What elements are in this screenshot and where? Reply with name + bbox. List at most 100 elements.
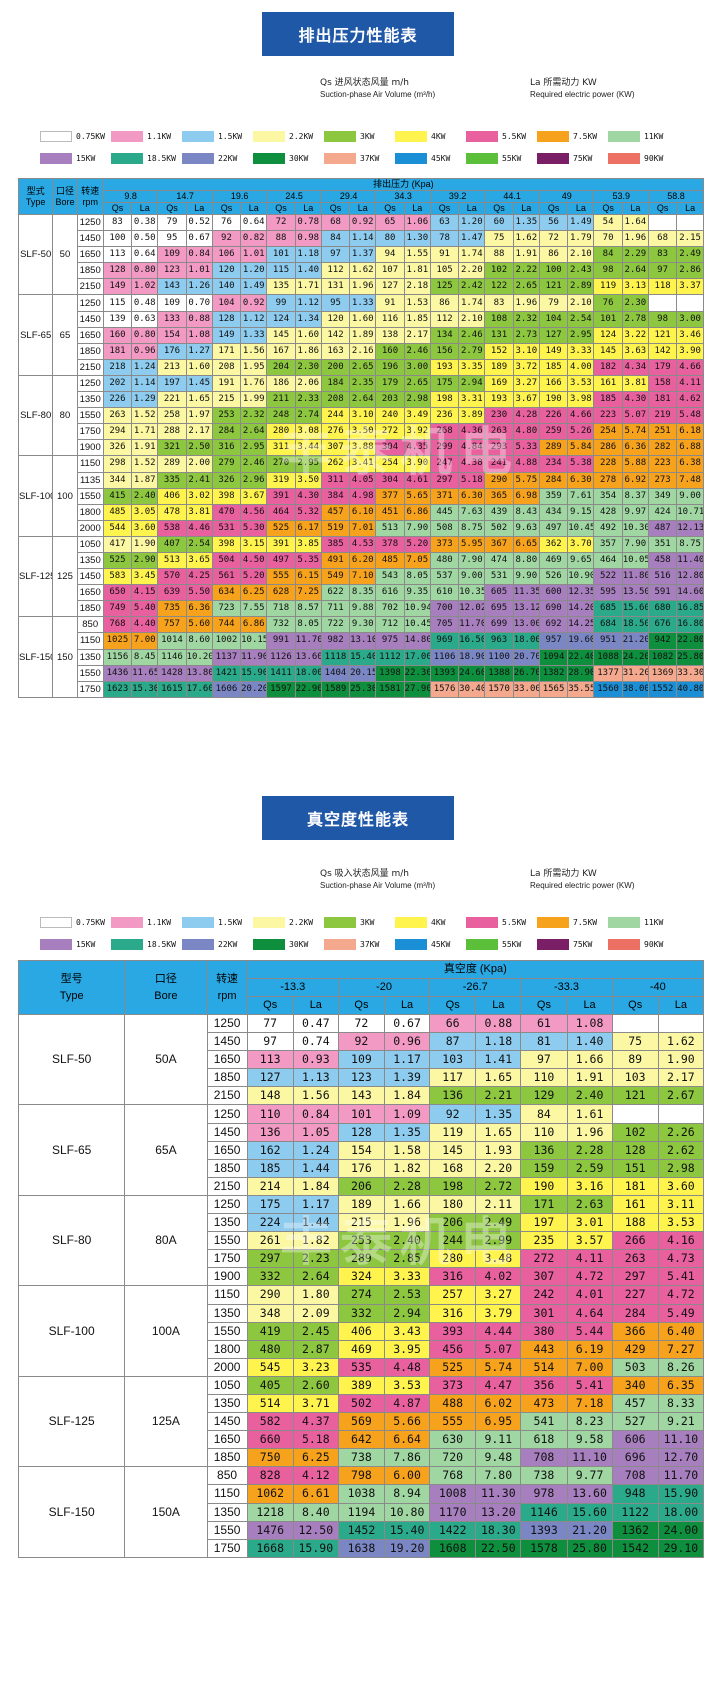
la-cell: 1.91 xyxy=(512,246,540,264)
la-cell: 1.84 xyxy=(383,1086,431,1106)
la-cell: 1.12 xyxy=(294,294,322,312)
la-cell: 1.56 xyxy=(292,1086,339,1106)
model-name: SLF-50 xyxy=(17,1013,126,1106)
legend-item: 5.5KW xyxy=(466,130,537,142)
la-cell: 2.74 xyxy=(294,407,322,425)
pressure-value: 29.4 xyxy=(320,190,377,203)
qs-cell: 200 xyxy=(320,358,351,376)
la-cell: 5.38 xyxy=(567,455,595,473)
qs-cell: 80 xyxy=(375,230,405,248)
qs-cell: 134 xyxy=(429,326,460,344)
la-cell: 3.22 xyxy=(621,326,649,344)
la-cell: 2.86 xyxy=(676,262,704,280)
qs-cell: 112 xyxy=(429,310,460,328)
la-cell: 2.09 xyxy=(292,1303,339,1323)
la-cell: 1.76 xyxy=(240,374,268,393)
la-subheader: La xyxy=(567,202,595,215)
qs-cell: 204 xyxy=(266,358,296,376)
legend-item: 45KW xyxy=(395,938,466,950)
legend-swatch xyxy=(40,130,72,142)
model-name: SLF-125 xyxy=(17,1375,126,1468)
la-cell: 9.48 xyxy=(475,1448,522,1468)
la-cell: 0.70 xyxy=(185,294,213,312)
la-cell: 3.53 xyxy=(567,374,595,393)
la-cell: 1.58 xyxy=(383,1140,431,1160)
la-cell: 1.82 xyxy=(292,1231,339,1251)
pressure-value: 14.7 xyxy=(157,190,213,203)
qs-cell: 1094 xyxy=(538,648,569,666)
la-cell: 3.65 xyxy=(185,551,213,570)
qs-cell: 1002 xyxy=(211,632,242,650)
la-cell: 1.60 xyxy=(349,310,377,328)
table-row: 1450 136 1.05 128 1.35 119 1.65 110 1.96 102 2.26 xyxy=(19,1122,705,1142)
qs-cell: 1194 xyxy=(337,1502,386,1522)
rpm-value: 1750 xyxy=(206,1538,248,1558)
qs-cell: 456 xyxy=(429,1339,477,1359)
qs-cell: 151 xyxy=(611,1158,659,1178)
qs-cell: 128 xyxy=(102,262,133,280)
qs-cell: 304 xyxy=(375,439,405,457)
la-cell: 5.75 xyxy=(512,471,540,489)
qs-cell: 618 xyxy=(520,1430,568,1450)
qs-cell: 502 xyxy=(337,1393,386,1414)
la-cell: 12.80 xyxy=(676,568,704,586)
la-cell: 1.71 xyxy=(131,423,159,441)
legend-row: 0.75KW 1.1KW 1.5KW 2.2KW 3KW 4KW 5.5KW 7.5KW 11K… xyxy=(40,916,680,928)
la-cell: 5.66 xyxy=(383,1412,431,1432)
qs-cell: 161 xyxy=(611,1194,659,1215)
la-cell: 5.20 xyxy=(240,568,268,586)
qs-cell: 469 xyxy=(538,551,569,570)
qs-cell: 393 xyxy=(429,1321,477,1341)
la-cell: 5.44 xyxy=(566,1321,613,1341)
table-row: 1350 226 1.29 221 1.65 215 1.99 211 2.33 208 2.64 2… xyxy=(19,391,704,409)
qs-cell: 166 xyxy=(538,374,569,393)
qs-cell: 720 xyxy=(429,1448,477,1468)
la-cell: 5.18 xyxy=(458,471,486,489)
la-cell: 10.35 xyxy=(458,584,486,602)
legend-swatch xyxy=(395,938,427,950)
table-row: 1750 297 2.23 289 2.85 280 3.48 272 4.11 263 4.73 xyxy=(19,1249,705,1269)
la-subheader: La xyxy=(349,202,377,215)
qs-cell xyxy=(611,1013,659,1034)
la-cell: 2.20 xyxy=(458,262,486,280)
qs-cell: 1062 xyxy=(246,1484,294,1504)
la-cell: 1.82 xyxy=(383,1158,431,1178)
qs-cell: 340 xyxy=(611,1375,659,1395)
legend-item: 22KW xyxy=(182,152,253,164)
la-cell: 0.63 xyxy=(131,310,159,328)
qs-cell: 373 xyxy=(429,1375,477,1395)
la-cell: 1.41 xyxy=(475,1050,522,1070)
qs-cell: 365 xyxy=(484,487,514,505)
qs-cell: 969 xyxy=(429,632,460,650)
qs-cell: 332 xyxy=(246,1267,294,1287)
rpm-value: 1650 xyxy=(206,1430,248,1450)
la-cell: 4.15 xyxy=(131,584,159,602)
qs-cell: 112 xyxy=(320,262,351,280)
qs-cell: 1362 xyxy=(611,1520,659,1540)
legend-swatch xyxy=(111,916,143,928)
la-cell: 20.70 xyxy=(512,648,540,666)
qs-cell: 738 xyxy=(520,1466,568,1486)
qs-cell: 223 xyxy=(593,407,623,425)
qs-cell: 639 xyxy=(157,584,187,602)
qs-cell: 407 xyxy=(157,535,187,553)
la-cell: 2.49 xyxy=(676,246,704,264)
la-cell: 5.74 xyxy=(475,1357,522,1377)
qs-cell: 555 xyxy=(429,1412,477,1432)
rpm-value: 1150 xyxy=(206,1484,248,1504)
legend-label: 18.5KW xyxy=(147,153,176,163)
qs-cell: 474 xyxy=(484,551,514,570)
table-row: 1650 113 0.64 109 0.84 106 1.01 101 1.18 97 1.37 94… xyxy=(19,246,704,264)
qs-subheader: Qs xyxy=(246,996,294,1015)
la-cell: 1.08 xyxy=(566,1013,613,1034)
rpm-value: 1350 xyxy=(76,391,104,409)
qs-cell: 304 xyxy=(375,471,405,489)
la-cell: 26.70 xyxy=(512,664,540,682)
la-cell: 1.97 xyxy=(185,407,213,425)
qs-cell: 289 xyxy=(337,1249,386,1269)
qs-cell: 152 xyxy=(484,342,514,360)
la-cell: 7.90 xyxy=(458,551,486,570)
legend-label: 15KW xyxy=(76,153,96,163)
la-cell: 1.40 xyxy=(566,1032,613,1052)
la-cell: 4.02 xyxy=(475,1267,522,1287)
